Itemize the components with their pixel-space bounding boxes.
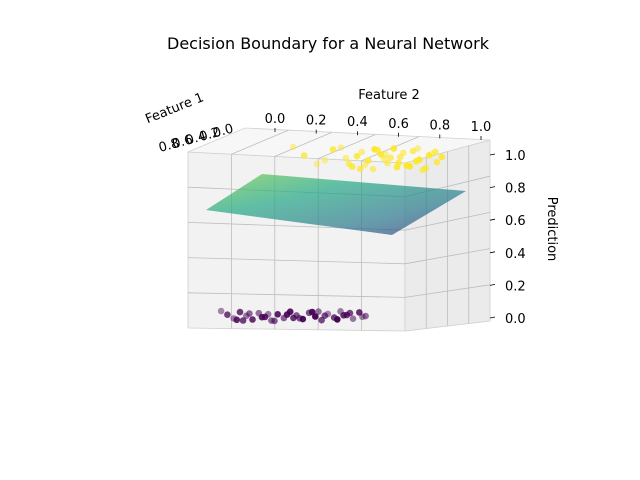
grid-line-h-right xyxy=(404,212,491,231)
data-point-class-0 xyxy=(346,309,354,317)
data-point-class-1 xyxy=(400,149,407,157)
data-point-class-1 xyxy=(353,152,361,160)
data-point-class-0 xyxy=(236,308,244,316)
data-point-class-1 xyxy=(412,158,420,165)
data-point-class-1 xyxy=(414,145,422,152)
data-point-class-0 xyxy=(283,311,291,318)
x-axis-label: Feature 1 xyxy=(143,90,206,127)
data-point-class-0 xyxy=(349,315,357,323)
data-point-class-1 xyxy=(321,157,329,164)
y-axis-label: Feature 2 xyxy=(358,88,420,103)
data-point-class-0 xyxy=(290,314,297,322)
grid-line-h-right xyxy=(404,248,491,265)
chart-title: Decision Boundary for a Neural Network xyxy=(167,34,490,53)
data-point-class-0 xyxy=(315,308,322,315)
data-point-class-0 xyxy=(271,317,278,325)
z-tick-label: 0.8 xyxy=(505,182,526,197)
data-point-class-1 xyxy=(438,153,446,161)
data-point-class-0 xyxy=(249,316,256,323)
z-tick-label: 0.4 xyxy=(505,247,526,262)
x-tick-group: 0.80.60.40.20.0 xyxy=(157,122,235,156)
z-tick-mark xyxy=(489,316,496,319)
x-tick-label: 0.8 xyxy=(157,136,181,156)
z-tick-mark xyxy=(489,251,496,254)
data-point-class-0 xyxy=(239,317,247,324)
data-point-class-1 xyxy=(395,159,402,167)
x-tick-label: 0.6 xyxy=(171,132,195,152)
data-point-class-0 xyxy=(359,313,366,321)
data-point-class-1 xyxy=(409,147,417,155)
data-point-class-0 xyxy=(308,308,316,316)
data-point-class-0 xyxy=(258,313,266,321)
data-point-class-0 xyxy=(264,310,272,318)
data-point-class-1 xyxy=(289,143,297,151)
data-point-class-0 xyxy=(334,316,341,323)
data-point-class-1 xyxy=(371,146,378,153)
z-tick-mark xyxy=(489,218,496,221)
data-point-class-1 xyxy=(433,158,441,166)
data-point-class-0 xyxy=(246,310,253,317)
data-point-class-0 xyxy=(274,311,282,318)
y-tick-label: 0.8 xyxy=(429,118,450,133)
data-point-class-0 xyxy=(362,312,369,320)
x-tick-label: 0.2 xyxy=(198,125,222,145)
z-tick-label: 0.0 xyxy=(505,312,526,327)
data-point-class-1 xyxy=(419,166,426,174)
z-tick-mark xyxy=(489,153,496,156)
data-point-class-1 xyxy=(300,152,308,159)
data-point-class-1 xyxy=(358,148,366,156)
data-point-class-1 xyxy=(356,165,364,173)
data-point-class-0 xyxy=(217,307,225,315)
grid-line-top xyxy=(318,134,376,159)
z-tick-mark xyxy=(489,284,496,286)
decision-surface xyxy=(206,174,466,235)
data-point-class-1 xyxy=(345,160,353,168)
data-point-class-0 xyxy=(356,309,363,316)
data-point-class-0 xyxy=(296,315,303,322)
data-point-class-1 xyxy=(406,163,414,170)
data-point-class-0 xyxy=(233,316,241,324)
data-point-class-1 xyxy=(382,151,390,158)
grid-line-top xyxy=(361,136,419,162)
z-tick-label: 1.0 xyxy=(505,149,526,164)
tick-labels-layer: 0.0 0.2 0.4 0.6 0.8 1.00.00.20.40.60.81.00.80… xyxy=(157,112,526,327)
data-point-class-1 xyxy=(369,165,377,173)
y-tick-label: 0.2 xyxy=(306,114,327,129)
x-tick-label: 0.0 xyxy=(211,122,235,142)
data-point-class-1 xyxy=(329,146,337,153)
y-tick-label: 0.4 xyxy=(347,115,368,130)
data-point-class-1 xyxy=(425,152,433,159)
z-tick-label: 0.6 xyxy=(505,214,526,229)
decision-surface-layer xyxy=(206,174,466,235)
y-tick-label: 1.0 xyxy=(471,120,492,135)
data-point-class-1 xyxy=(390,145,398,152)
data-points-layer xyxy=(217,143,446,325)
data-point-class-0 xyxy=(224,311,231,319)
data-point-class-0 xyxy=(340,312,347,319)
data-point-class-0 xyxy=(321,312,329,320)
x-tick-label: 0.4 xyxy=(184,129,208,149)
y-tick-label: 0.6 xyxy=(388,117,409,132)
grid-line-top xyxy=(231,129,289,155)
data-point-class-1 xyxy=(361,161,369,168)
y-tick-label: 0.0 xyxy=(265,112,286,127)
grid-line-h-right xyxy=(404,284,491,298)
top-pane xyxy=(187,127,491,164)
data-point-class-1 xyxy=(387,154,394,162)
grid-line-h-left xyxy=(187,257,406,265)
grid-line-h-left xyxy=(187,292,406,298)
data-point-class-1 xyxy=(432,148,439,156)
data-point-class-1 xyxy=(342,154,350,162)
grid-line-top xyxy=(274,132,332,157)
z-tick-mark xyxy=(489,186,496,188)
z-axis-label: Prediction xyxy=(544,197,559,262)
data-point-class-1 xyxy=(380,155,388,162)
z-tick-label: 0.2 xyxy=(505,279,526,294)
data-point-class-1 xyxy=(337,144,345,151)
data-point-class-1 xyxy=(313,160,321,168)
